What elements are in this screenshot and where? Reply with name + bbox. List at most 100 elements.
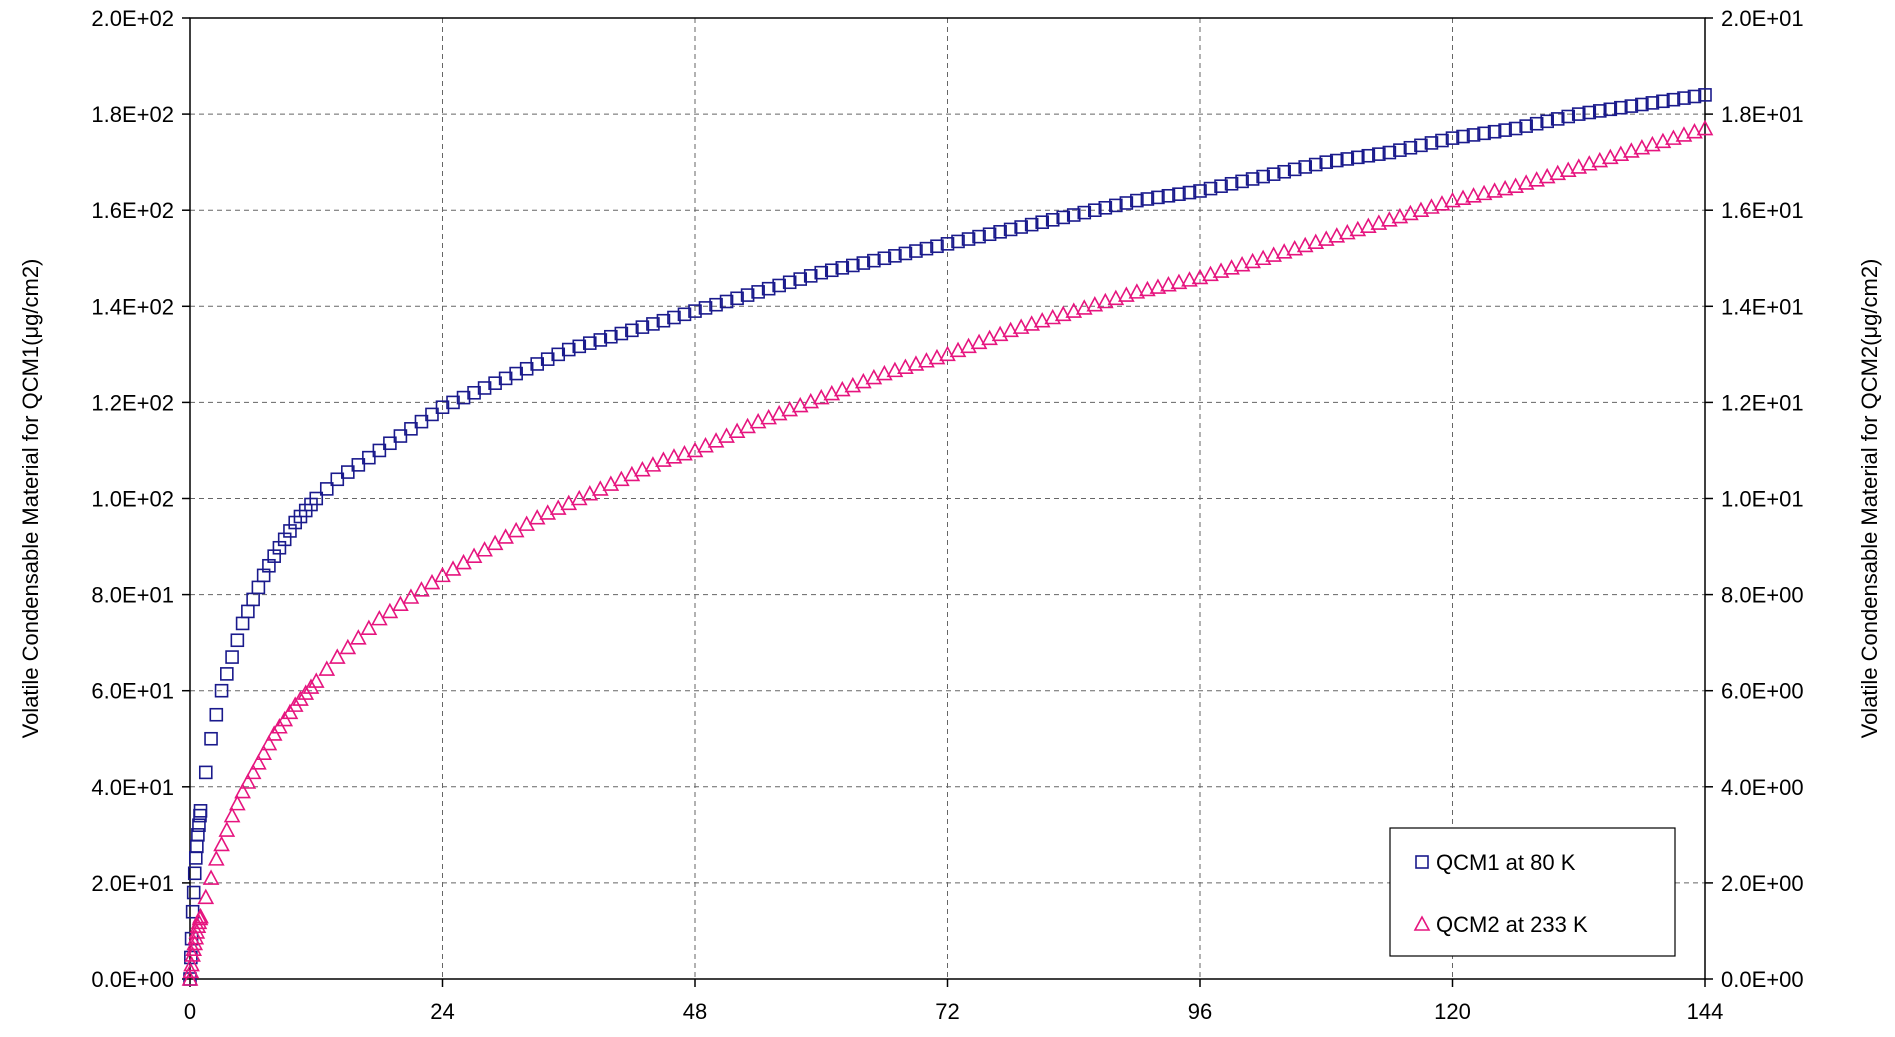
data-point-square xyxy=(898,246,913,261)
data-point-triangle xyxy=(1601,148,1619,165)
data-point-square xyxy=(188,851,203,865)
data-point-square xyxy=(698,301,713,315)
data-point-square xyxy=(1435,133,1449,148)
y-tick-label-right: 6.0E+00 xyxy=(1721,679,1804,704)
data-point-triangle xyxy=(1559,161,1577,177)
data-point-triangle xyxy=(634,460,651,477)
data-point-triangle xyxy=(1160,275,1177,292)
data-point-square xyxy=(1151,190,1165,205)
data-point-square xyxy=(1635,97,1649,112)
data-point-triangle xyxy=(770,404,788,421)
data-point-triangle xyxy=(1423,198,1440,214)
data-point-triangle xyxy=(1633,139,1651,155)
data-point-square xyxy=(446,395,460,410)
data-point-triangle xyxy=(854,372,872,389)
y-tick-label-left: 2.0E+01 xyxy=(91,871,174,896)
data-point-square xyxy=(593,333,608,347)
data-point-square xyxy=(846,258,860,273)
data-point-square xyxy=(1424,136,1439,150)
data-point-square xyxy=(782,275,797,290)
data-point-triangle xyxy=(1296,236,1314,253)
data-point-square xyxy=(561,342,576,357)
data-point-triangle xyxy=(570,489,588,506)
data-point-triangle xyxy=(918,352,935,368)
data-point-triangle xyxy=(1591,151,1609,168)
data-point-triangle xyxy=(1107,289,1125,306)
data-point-square xyxy=(225,650,239,664)
data-point-square xyxy=(235,616,250,631)
data-point-square xyxy=(1529,116,1544,131)
data-point-square xyxy=(1592,104,1607,118)
data-point-triangle xyxy=(1349,220,1367,237)
data-point-square xyxy=(614,326,629,341)
data-point-square xyxy=(1687,89,1702,104)
data-point-square xyxy=(1277,164,1291,179)
data-point-triangle xyxy=(1696,119,1714,136)
data-point-square xyxy=(1624,99,1639,113)
data-point-square xyxy=(1182,185,1197,200)
data-point-triangle xyxy=(981,329,998,346)
y-tick-label-right: 0.0E+00 xyxy=(1721,967,1804,992)
series-layer xyxy=(181,88,1714,986)
data-point-triangle xyxy=(1286,239,1304,256)
data-point-triangle xyxy=(1181,271,1198,287)
data-point-square xyxy=(214,683,229,698)
data-point-square xyxy=(230,633,245,648)
data-point-square xyxy=(1540,114,1554,129)
data-point-triangle xyxy=(1644,135,1661,152)
data-point-triangle xyxy=(1317,230,1335,246)
data-point-square xyxy=(241,604,255,619)
data-point-triangle xyxy=(549,499,567,515)
data-point-triangle xyxy=(1665,129,1682,145)
data-point-triangle xyxy=(307,672,325,688)
data-point-triangle xyxy=(1118,286,1135,302)
data-point-square xyxy=(1014,220,1028,234)
data-point-square xyxy=(1024,217,1039,232)
data-point-square xyxy=(1119,196,1134,210)
y-tick-label-left: 1.0E+02 xyxy=(91,487,174,512)
data-point-square xyxy=(688,304,702,318)
data-point-triangle xyxy=(1391,207,1409,224)
data-point-triangle xyxy=(1096,292,1114,309)
data-point-triangle xyxy=(218,821,236,837)
data-point-square xyxy=(435,400,450,415)
data-point-triangle xyxy=(697,436,714,453)
data-point-square xyxy=(456,390,471,405)
data-point-square xyxy=(1109,198,1123,213)
data-point-square xyxy=(1140,192,1155,206)
y-tick-label-right: 1.0E+01 xyxy=(1721,487,1804,512)
data-point-square xyxy=(1235,174,1249,189)
data-point-square xyxy=(1677,91,1691,105)
data-point-triangle xyxy=(189,917,207,933)
data-point-square xyxy=(1077,205,1092,220)
data-point-triangle xyxy=(949,341,967,358)
data-point-square xyxy=(1656,94,1670,109)
data-point-square xyxy=(1414,138,1428,153)
data-point-square xyxy=(667,310,681,325)
data-point-square xyxy=(190,839,204,854)
data-point-square xyxy=(993,225,1007,239)
data-point-square xyxy=(540,352,555,366)
data-point-triangle xyxy=(1212,262,1230,278)
y-tick-label-left: 6.0E+01 xyxy=(91,679,174,704)
data-point-square xyxy=(209,707,224,722)
data-point-square xyxy=(193,804,208,818)
data-point-triangle xyxy=(1265,246,1282,262)
data-point-triangle xyxy=(244,763,262,780)
data-point-square xyxy=(425,407,439,422)
data-point-triangle xyxy=(1075,299,1093,315)
data-point-triangle xyxy=(1465,187,1482,203)
data-point-triangle xyxy=(1402,204,1419,221)
data-point-square xyxy=(1561,109,1576,124)
data-point-square xyxy=(192,818,206,833)
data-point-triangle xyxy=(591,480,609,496)
data-point-triangle xyxy=(1170,273,1188,290)
data-point-square xyxy=(204,731,218,746)
data-point-triangle xyxy=(349,629,367,645)
data-point-square xyxy=(191,828,205,842)
data-point-triangle xyxy=(1128,283,1146,299)
data-point-square xyxy=(604,329,618,344)
data-point-triangle xyxy=(1675,126,1693,142)
data-point-square xyxy=(761,281,776,296)
data-point-square xyxy=(1266,167,1281,181)
